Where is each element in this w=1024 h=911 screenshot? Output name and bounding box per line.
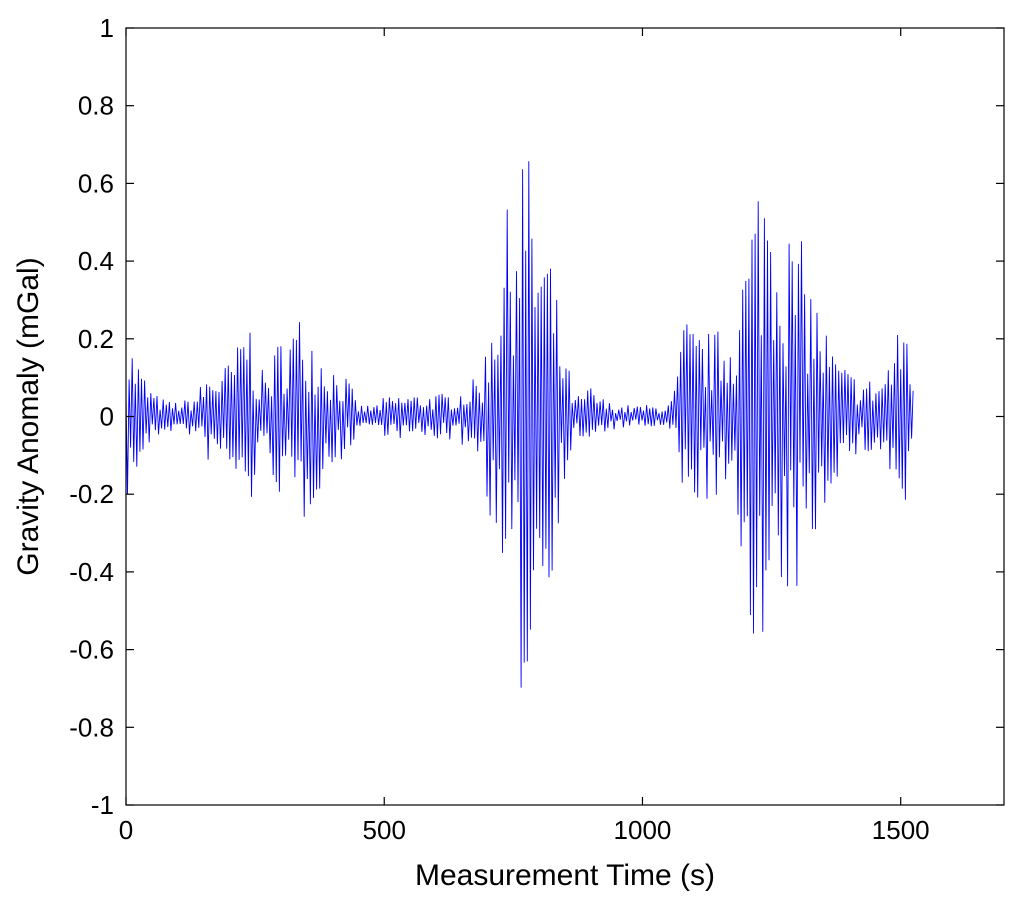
y-axis-title: Gravity Anomaly (mGal) bbox=[12, 257, 45, 575]
y-tick-label: 0.6 bbox=[78, 168, 114, 198]
y-tick-label: 0.2 bbox=[78, 324, 114, 354]
y-tick-label: 0.8 bbox=[78, 91, 114, 121]
data-layer bbox=[125, 161, 914, 688]
y-tick-label: 0 bbox=[100, 402, 114, 432]
y-tick-label: -0.8 bbox=[69, 712, 114, 742]
x-tick-label: 500 bbox=[363, 815, 406, 845]
y-tick-label: -0.4 bbox=[69, 557, 114, 587]
y-tick-label: -0.2 bbox=[69, 479, 114, 509]
y-tick-label: -0.6 bbox=[69, 635, 114, 665]
x-axis-title: Measurement Time (s) bbox=[415, 859, 715, 892]
y-tick-label: 1 bbox=[100, 13, 114, 43]
tick-layer: -1 -0.8 -0.6 -0.4 -0.2 0 0.2 0.4 0.6 0.8 1 0 500 1000… bbox=[69, 13, 1004, 845]
x-tick-label: 1000 bbox=[614, 815, 672, 845]
y-tick-label: -1 bbox=[91, 790, 114, 820]
x-tick-label: 1500 bbox=[872, 815, 930, 845]
x-tick-label: 0 bbox=[119, 815, 133, 845]
y-tick-label: 0.4 bbox=[78, 246, 114, 276]
series-line-0 bbox=[125, 161, 914, 688]
